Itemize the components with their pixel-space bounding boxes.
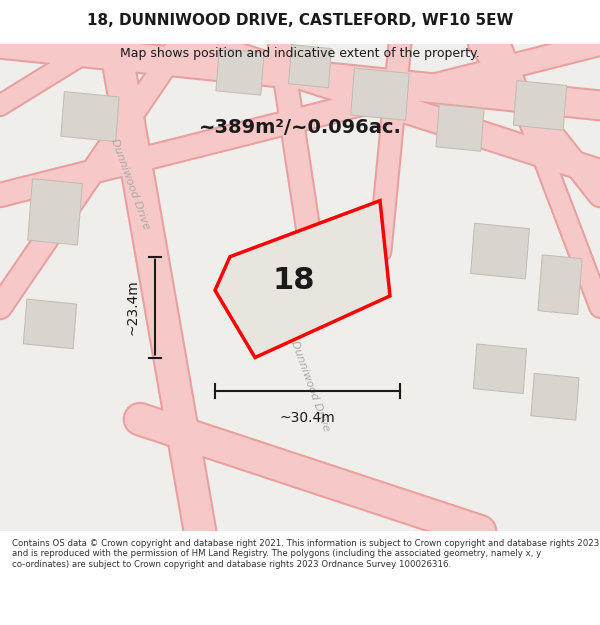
Polygon shape	[473, 344, 527, 394]
Polygon shape	[436, 104, 484, 151]
Polygon shape	[289, 44, 331, 88]
Text: Contains OS data © Crown copyright and database right 2021. This information is : Contains OS data © Crown copyright and d…	[12, 539, 599, 569]
Text: ~23.4m: ~23.4m	[126, 279, 140, 335]
Polygon shape	[23, 299, 77, 349]
Text: ~30.4m: ~30.4m	[280, 411, 335, 426]
Text: Map shows position and indicative extent of the property.: Map shows position and indicative extent…	[120, 48, 480, 61]
Polygon shape	[470, 223, 529, 279]
Polygon shape	[28, 179, 82, 245]
Polygon shape	[531, 373, 579, 420]
Polygon shape	[215, 201, 390, 358]
Text: Dunniwood Drive: Dunniwood Drive	[289, 339, 331, 432]
Text: ~389m²/~0.096ac.: ~389m²/~0.096ac.	[199, 118, 401, 138]
Polygon shape	[538, 255, 582, 314]
Polygon shape	[0, 44, 600, 531]
Text: Dunniwood Drive: Dunniwood Drive	[109, 137, 151, 231]
Text: 18: 18	[273, 266, 315, 295]
Polygon shape	[61, 92, 119, 142]
Polygon shape	[351, 68, 409, 120]
Polygon shape	[514, 81, 566, 130]
Polygon shape	[216, 48, 264, 95]
Text: 18, DUNNIWOOD DRIVE, CASTLEFORD, WF10 5EW: 18, DUNNIWOOD DRIVE, CASTLEFORD, WF10 5E…	[87, 12, 513, 28]
